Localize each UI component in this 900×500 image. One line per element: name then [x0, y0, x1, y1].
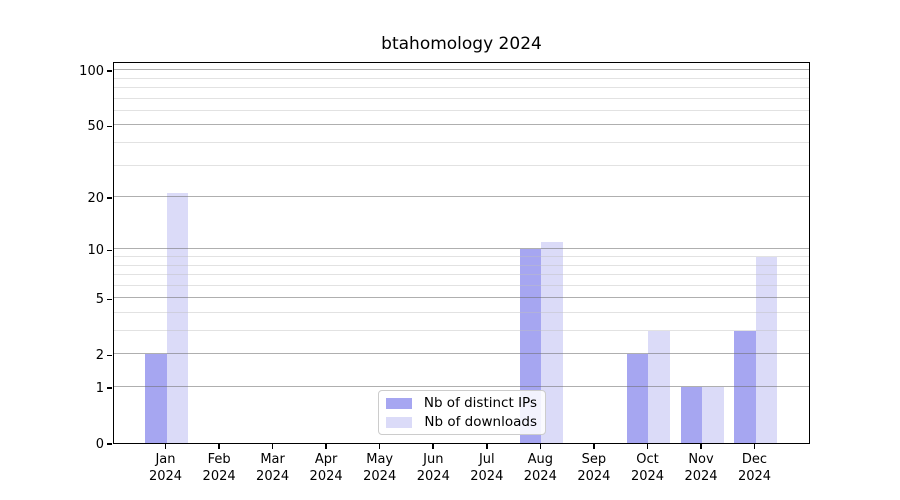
x-tick-mark	[378, 444, 381, 449]
gridline-major	[114, 353, 809, 355]
gridline-major	[114, 248, 809, 250]
legend-swatch-distinct-ips	[386, 397, 412, 409]
x-tick-mark	[164, 444, 167, 449]
legend-item-distinct-ips: Nb of distinct IPs	[386, 395, 537, 411]
gridline-minor	[114, 109, 809, 111]
x-tick-mark	[325, 444, 327, 449]
x-tick-label: Oct 2024	[630, 452, 665, 484]
gridline-minor	[114, 274, 809, 275]
x-tick-label: Jan 2024	[148, 452, 183, 484]
legend-item-downloads: Nb of downloads	[386, 414, 537, 430]
x-tick-mark	[753, 444, 756, 449]
x-tick-label: Sep 2024	[577, 452, 611, 484]
x-tick-mark	[539, 444, 542, 449]
gridline-minor	[114, 264, 809, 266]
y-tick-label: 50	[87, 118, 104, 134]
legend-swatch-downloads	[386, 416, 412, 428]
bar-downloads	[166, 193, 188, 443]
x-tick-label: Mar 2024	[256, 452, 290, 484]
x-tick-label: Aug 2024	[523, 452, 557, 484]
gridline-minor	[114, 164, 809, 166]
y-tick-label: 5	[95, 291, 104, 307]
legend: Nb of distinct IPs Nb of downloads	[378, 390, 546, 435]
y-tick-mark	[107, 354, 112, 357]
y-tick-label: 10	[87, 242, 104, 258]
x-tick-mark	[646, 444, 649, 449]
y-tick-mark	[107, 443, 112, 445]
legend-label-distinct-ips: Nb of distinct IPs	[423, 395, 537, 411]
y-tick-mark	[107, 249, 112, 252]
y-tick-label: 0	[95, 436, 104, 452]
x-tick-label: Jun 2024	[416, 452, 450, 484]
x-tick-mark	[593, 444, 595, 449]
bar-downloads	[541, 242, 563, 443]
gridline-major	[114, 386, 809, 387]
x-tick-mark	[218, 444, 220, 449]
bar-distinct-ips	[145, 354, 167, 443]
x-tick-label: Feb 2024	[202, 452, 236, 484]
gridline-minor	[114, 77, 809, 79]
gridline-minor	[114, 97, 809, 99]
y-tick-label: 100	[79, 63, 104, 79]
x-tick-label: Apr 2024	[309, 452, 343, 484]
y-tick-mark	[107, 197, 112, 199]
y-tick-label: 1	[95, 380, 104, 396]
y-tick-label: 2	[95, 347, 104, 363]
bar-downloads	[648, 331, 670, 443]
legend-label-downloads: Nb of downloads	[424, 414, 537, 430]
x-tick-mark	[486, 444, 488, 449]
gridline-minor	[114, 284, 809, 286]
bar-distinct-ips	[680, 387, 702, 443]
gridline-minor	[114, 142, 809, 143]
x-tick-label: Dec 2024	[737, 452, 772, 484]
x-tick-mark	[432, 444, 434, 449]
gridline-major	[114, 69, 809, 71]
bar-distinct-ips	[626, 354, 649, 443]
x-tick-label: Nov 2024	[684, 452, 718, 484]
gridline-minor	[114, 87, 809, 88]
gridline-major	[114, 124, 809, 126]
x-tick-label: Jul 2024	[470, 452, 504, 484]
x-tick-mark	[700, 444, 702, 449]
bar-distinct-ips	[734, 331, 756, 443]
chart-title: btahomology 2024	[381, 34, 542, 54]
gridline-minor	[114, 330, 809, 331]
bar-downloads	[702, 387, 724, 443]
y-tick-label: 20	[87, 190, 104, 206]
bar-downloads	[755, 257, 778, 443]
gridline-major	[114, 196, 809, 198]
x-tick-label: May 2024	[363, 452, 397, 484]
plot-area	[113, 62, 810, 444]
y-tick-mark	[107, 70, 112, 72]
gridline-major	[114, 297, 809, 299]
gridline-minor	[114, 256, 809, 257]
gridline-minor	[114, 312, 809, 313]
y-tick-mark	[107, 298, 112, 301]
y-tick-mark	[107, 387, 112, 389]
x-tick-mark	[271, 444, 274, 449]
y-tick-mark	[107, 125, 112, 128]
